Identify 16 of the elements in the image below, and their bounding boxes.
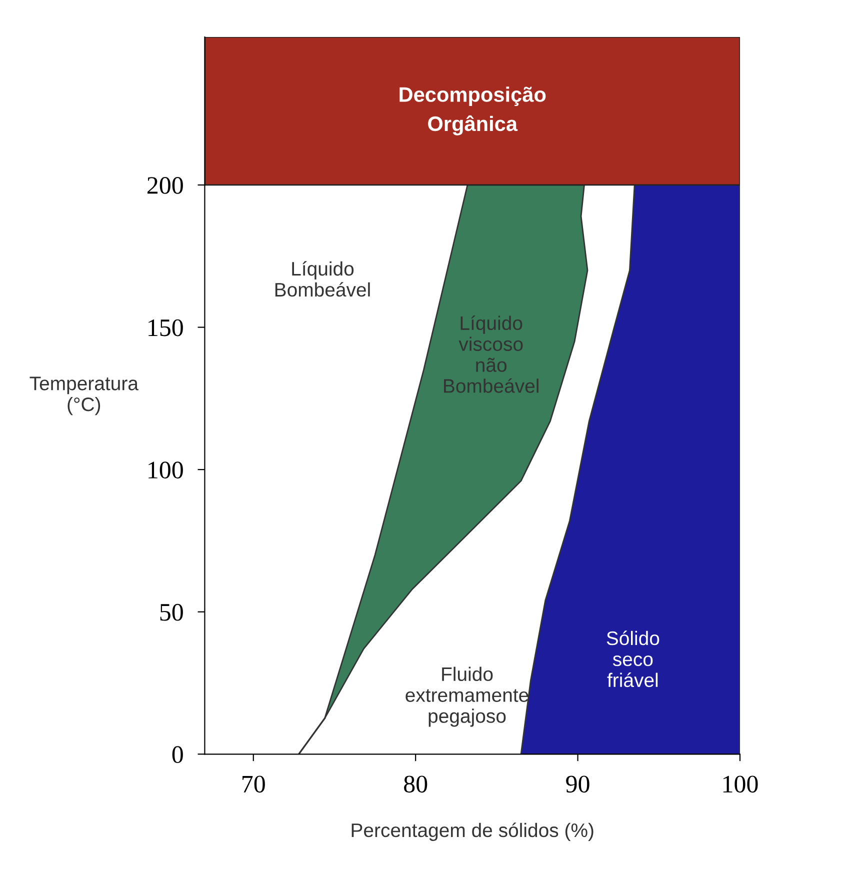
y-tick-label: 100 — [148, 462, 183, 478]
band-label: Decomposição Orgânica — [400, 86, 546, 136]
series-label: Líquido viscoso não Bombeável — [444, 316, 538, 393]
y-axis-title: Temperatura (°C) — [30, 376, 138, 416]
annotation: Líquido Bombeável — [275, 261, 370, 297]
x-tick-label: 70 — [242, 776, 265, 793]
x-axis-title: Percentagem de sólidos (%) — [352, 822, 594, 841]
x-tick-label: 90 — [566, 776, 590, 793]
x-tick-label: 100 — [723, 776, 758, 793]
annotation: Fluido extremamente pegajoso — [406, 666, 528, 727]
y-tick-label: 50 — [160, 604, 183, 621]
y-tick-label: 150 — [148, 319, 183, 336]
y-tick-label: 0 — [172, 746, 183, 764]
x-tick-label: 80 — [404, 776, 428, 793]
y-tick-label: 200 — [147, 177, 183, 194]
series-label: Sólido seco friável — [606, 630, 660, 688]
